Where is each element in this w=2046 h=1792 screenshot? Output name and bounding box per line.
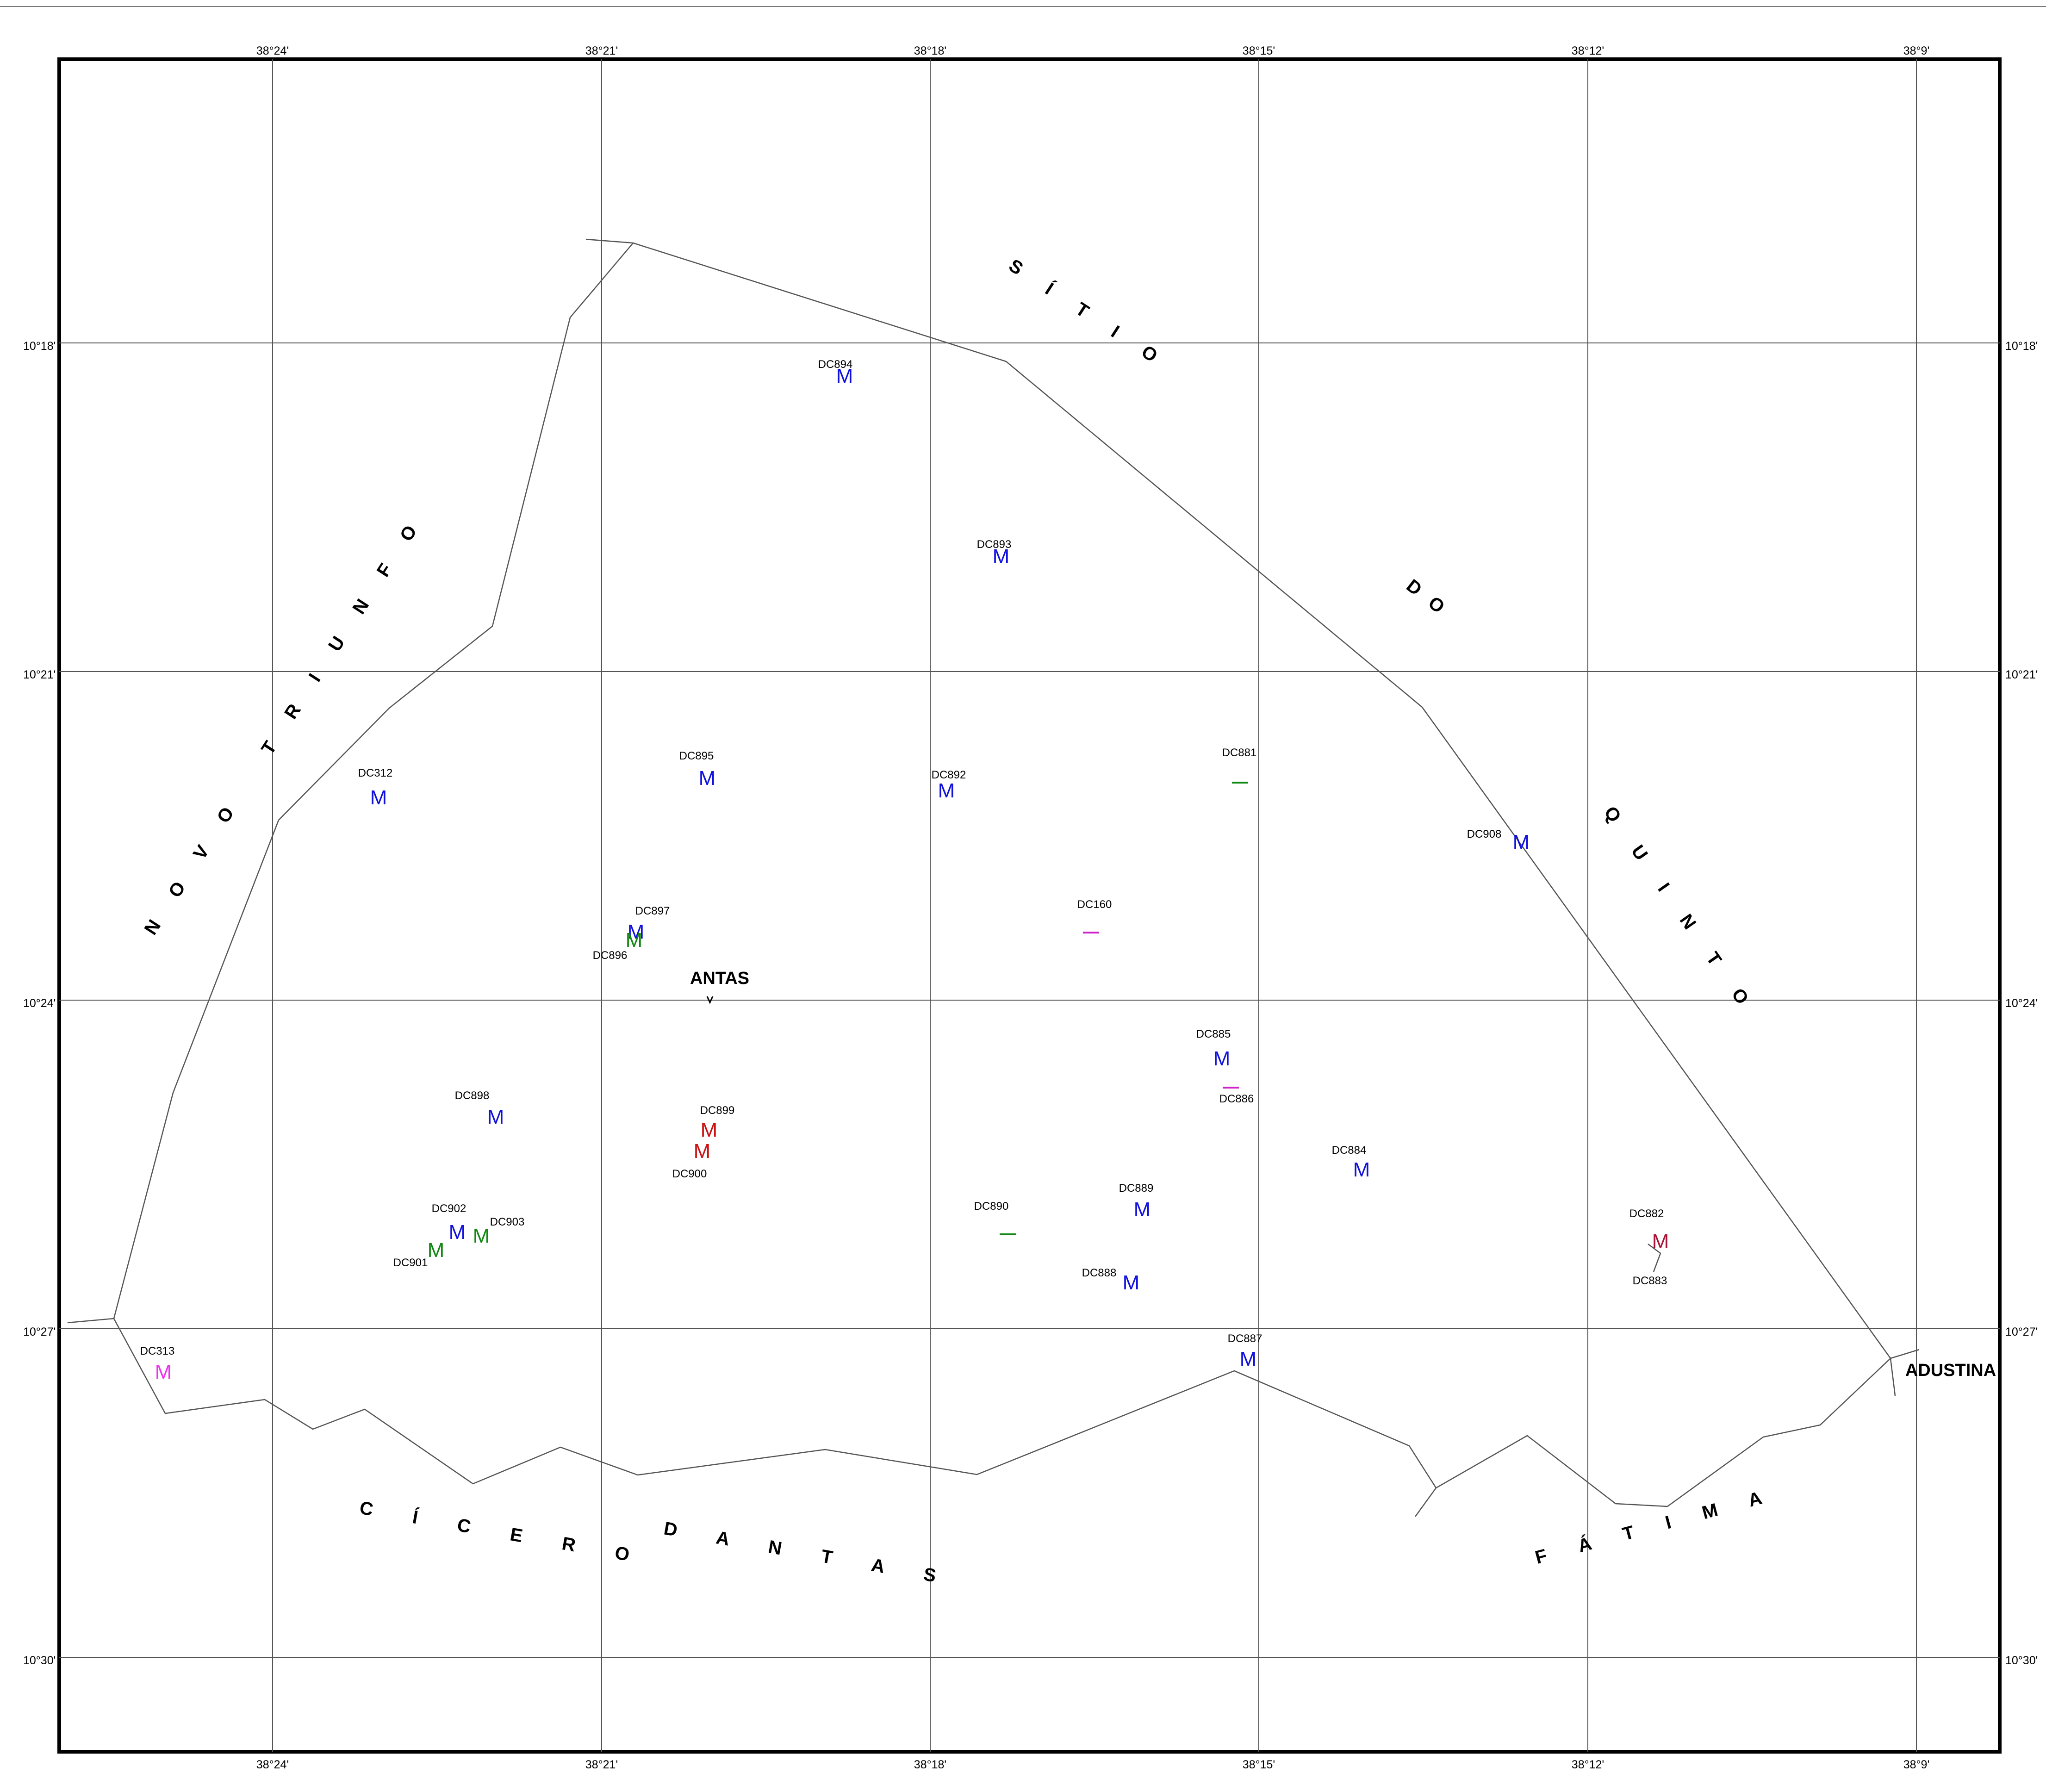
site-code-dc883: DC883: [1633, 1275, 1667, 1287]
lon-label-top: 38°15': [1243, 44, 1275, 57]
lon-label-top: 38°12': [1572, 44, 1604, 57]
site-code-dc899: DC899: [700, 1104, 735, 1117]
region-label-quinto: Q U I N T O: [1600, 803, 1760, 1020]
site-code-dc908: DC908: [1467, 828, 1502, 840]
site-symbol-dc882: M: [1652, 1230, 1669, 1253]
lat-label-right: 10°24': [2005, 997, 2038, 1010]
graticule: [59, 59, 2000, 1752]
lon-label-bottom: 38°21': [585, 1758, 618, 1771]
site-symbol-dc888: M: [1123, 1271, 1140, 1294]
site-symbol-dc902: M: [449, 1221, 466, 1244]
latitude-labels-right: 10°18' 10°21' 10°24' 10°27' 10°30': [2005, 340, 2038, 1667]
region-label-sitio: S Í T I O: [1005, 255, 1172, 373]
municipality-boundary: [586, 239, 1919, 1358]
lon-label-bottom: 38°9': [1903, 1758, 1929, 1771]
site-code-dc898: DC898: [455, 1089, 490, 1102]
site-symbol-dc908: M: [1513, 831, 1530, 853]
site-code-dc160: DC160: [1077, 898, 1112, 911]
site-symbol-dc894: M: [836, 365, 853, 387]
site-code-dc887: DC887: [1228, 1332, 1262, 1345]
lat-label-right: 10°27': [2005, 1325, 2038, 1338]
site-symbol-dc887: M: [1240, 1348, 1257, 1370]
site-code-dc901: DC901: [393, 1257, 428, 1269]
site-code-dc897: DC897: [635, 905, 670, 917]
town-label-antas: ANTAS: [690, 969, 749, 988]
site-code-dc886: DC886: [1219, 1093, 1254, 1105]
site-symbol-dc892: M: [938, 779, 955, 802]
lon-label-bottom: 38°12': [1572, 1758, 1604, 1771]
site-symbol-dc901: M: [428, 1239, 445, 1262]
longitude-labels-top: 38°24' 38°21' 38°18' 38°15' 38°12' 38°9': [256, 44, 1929, 57]
site-symbol-dc896: M: [626, 929, 643, 952]
site-code-dc902: DC902: [432, 1202, 466, 1215]
region-label-cicero: C Í C E R O: [358, 1497, 648, 1568]
site-code-dc900: DC900: [672, 1168, 707, 1180]
lat-label-left: 10°30': [23, 1654, 56, 1667]
site-code-dc884: DC884: [1332, 1144, 1367, 1157]
lon-label-bottom: 38°18': [914, 1758, 946, 1771]
municipality-boundary: [114, 1319, 1436, 1517]
site-symbol-dc895: M: [699, 767, 716, 790]
lon-label-top: 38°9': [1903, 44, 1929, 57]
site-symbol-dc898: M: [487, 1106, 504, 1128]
site-symbol-dc899: M: [701, 1119, 718, 1141]
longitude-labels-bottom: 38°24' 38°21' 38°18' 38°15' 38°12' 38°9': [256, 1758, 1929, 1771]
site-symbol-dc313: M: [155, 1361, 172, 1383]
site-code-dc889: DC889: [1119, 1182, 1154, 1195]
lat-label-left: 10°27': [23, 1325, 56, 1338]
lon-label-bottom: 38°15': [1243, 1758, 1275, 1771]
site-symbol-dc312: M: [370, 786, 387, 809]
site-symbol-dc893: M: [993, 545, 1010, 568]
latitude-labels-left: 10°18' 10°21' 10°24' 10°27' 10°30': [23, 340, 56, 1667]
site-symbol-dc903: M: [473, 1225, 490, 1247]
map-frame: [59, 59, 2000, 1752]
region-labels: S Í T I O D O Q U I N T O N O V O T R I …: [140, 255, 1777, 1589]
region-label-do: D O: [1403, 575, 1452, 620]
site-code-dc882: DC882: [1629, 1207, 1664, 1220]
region-label-dantas: D A N T A S: [662, 1518, 955, 1589]
lat-label-right: 10°21': [2005, 668, 2038, 681]
site-code-dc885: DC885: [1196, 1028, 1231, 1040]
town-marker-antas: [707, 996, 713, 1002]
site-code-dc903: DC903: [490, 1216, 525, 1228]
site-code-dc890: DC890: [974, 1200, 1009, 1213]
lat-label-left: 10°24': [23, 997, 56, 1010]
lat-label-left: 10°18': [23, 340, 56, 353]
site-symbol-dc884: M: [1353, 1158, 1370, 1181]
region-label-fatima: F Á T I M A: [1533, 1484, 1778, 1568]
site-code-dc313: DC313: [140, 1345, 175, 1357]
site-code-dc895: DC895: [679, 750, 714, 762]
lat-label-left: 10°21': [23, 668, 56, 681]
site-code-dc888: DC888: [1082, 1267, 1117, 1279]
site-symbol-dc885: M: [1213, 1047, 1231, 1070]
site-code-dc312: DC312: [358, 767, 393, 779]
municipality-boundary: [1436, 1358, 1895, 1506]
site-code-dc896: DC896: [593, 949, 628, 962]
lon-label-top: 38°24': [256, 44, 289, 57]
lon-label-top: 38°21': [585, 44, 618, 57]
region-label-novo-triunfo: N O V O T R I U N F O: [140, 511, 428, 939]
site-code-dc881: DC881: [1222, 747, 1257, 759]
town-label-adustina: ADUSTINA: [1905, 1361, 1996, 1380]
towns: ANTAS ADUSTINA: [690, 969, 1996, 1380]
lat-label-right: 10°30': [2005, 1654, 2038, 1667]
lon-label-bottom: 38°24': [256, 1758, 289, 1771]
site-symbol-dc889: M: [1134, 1198, 1151, 1221]
lon-label-top: 38°18': [914, 44, 946, 57]
lat-label-right: 10°18': [2005, 340, 2038, 353]
sites: DC894 M DC893 M DC895 M DC892 M DC881 DC…: [140, 358, 1669, 1383]
municipality-boundary: [68, 243, 633, 1323]
site-symbol-dc900: M: [694, 1140, 711, 1163]
